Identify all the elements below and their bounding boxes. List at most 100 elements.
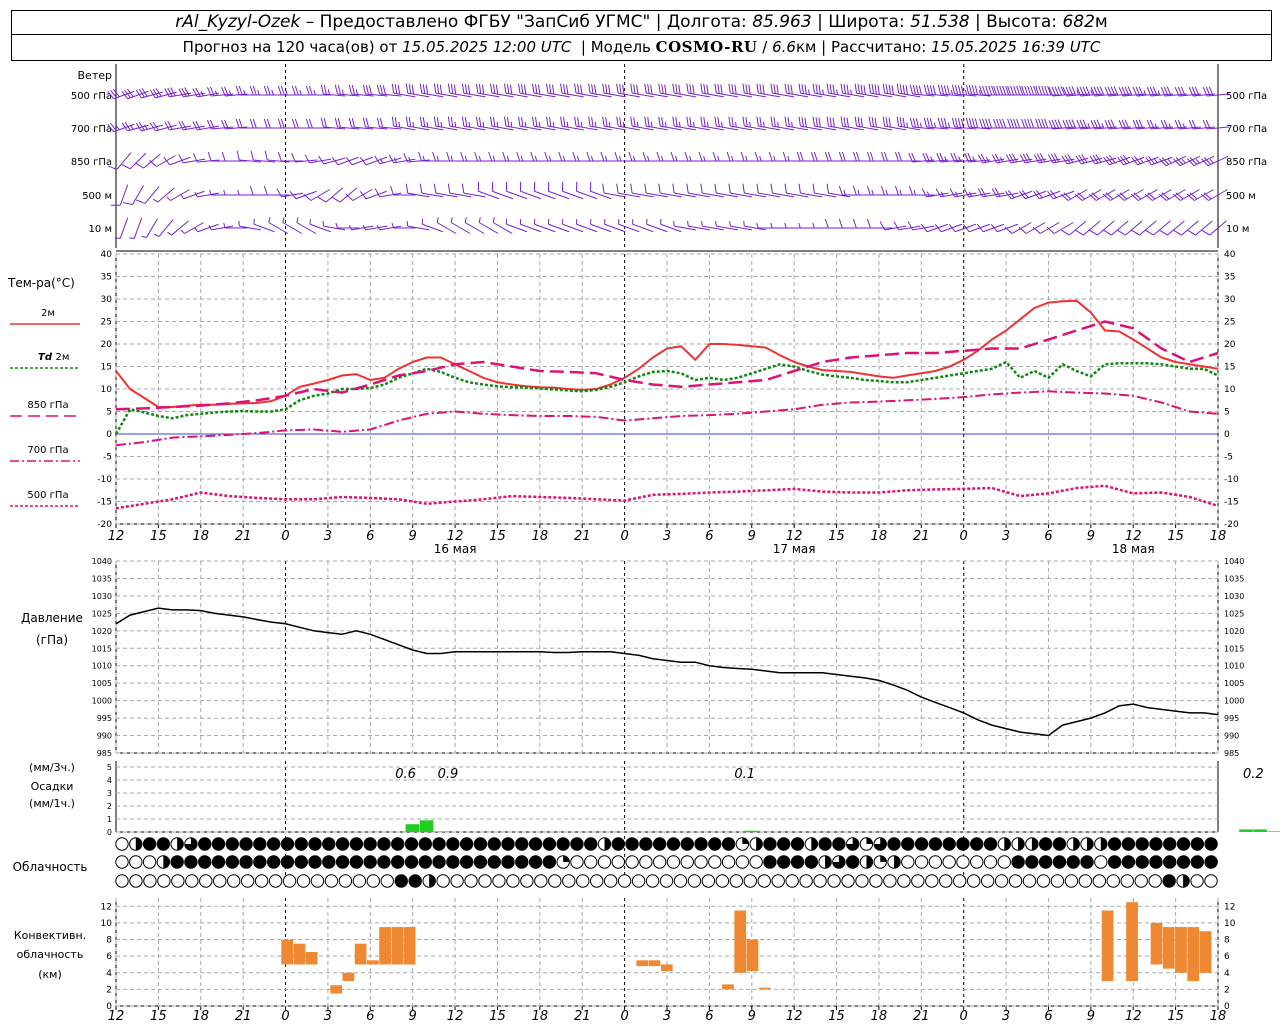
model-label: Модель (590, 38, 651, 56)
wind-barb-shaft (296, 222, 317, 234)
wind-barb-half (180, 229, 185, 234)
wind-barb-shaft (590, 223, 612, 233)
wind-level-label-right: 700 гПа (1226, 124, 1267, 135)
temp-legend-label: 700 гПа (27, 445, 68, 456)
wind-barb-shaft (828, 192, 851, 198)
wind-barb-feather (1068, 119, 1074, 129)
cloud-cover-circle (199, 874, 213, 888)
wind-barb-feather (1117, 229, 1126, 236)
wind-barb-feather (250, 150, 254, 161)
wind-barb (1201, 189, 1228, 201)
wind-barb (1074, 189, 1102, 201)
wind-barb-shaft (926, 159, 949, 163)
wind-barb-half (822, 89, 824, 95)
wind-barb (896, 83, 921, 98)
wind-barb-half (745, 155, 748, 162)
wind-barb-feather (530, 151, 535, 162)
conv-cloud-bar (1175, 927, 1187, 973)
wind-barb (277, 118, 304, 129)
wind-barb-feather (630, 116, 633, 127)
cloud-cover-fill (198, 837, 211, 851)
wind-barb-feather (1035, 189, 1043, 199)
cloud-cover-circle (115, 874, 129, 888)
wind-barb (616, 83, 640, 98)
wind-barb-feather (192, 88, 198, 98)
wind-barb-half (729, 220, 731, 227)
wind-barb-shaft (1194, 189, 1214, 201)
wind-barb-shaft (1208, 189, 1228, 201)
wind-barb (331, 156, 359, 166)
wind-barb-shaft (450, 222, 471, 234)
wind-barb (320, 117, 346, 130)
wind-barb-shaft (379, 93, 402, 97)
wind-barb (756, 183, 781, 198)
wind-barb-feather (1093, 86, 1099, 96)
wind-barb-feather (1107, 119, 1113, 129)
wind-barb (576, 181, 598, 200)
wind-barb-feather (787, 84, 790, 94)
wind-barb-feather (943, 118, 948, 128)
wind-barb (166, 189, 190, 201)
cloud-cover-circle (659, 874, 674, 888)
wind-barb (1033, 153, 1061, 164)
cloud-cover-fill (915, 837, 928, 851)
cloud-cover-circle (687, 874, 702, 888)
wind-barb-half (436, 217, 439, 223)
wind-barb-feather (770, 183, 773, 194)
wind-barb (518, 116, 542, 131)
wind-barb-feather (801, 84, 804, 94)
wind-barb-feather (1191, 119, 1197, 129)
wind-barb-feather (305, 118, 310, 129)
cloud-cover-circle (721, 855, 736, 869)
wind-barb-feather (843, 84, 846, 94)
wind-barb-shaft (1025, 222, 1046, 234)
pressure-ytick-right: 1015 (1224, 644, 1244, 653)
wind-barb-feather (460, 151, 465, 162)
wind-barb-half (496, 121, 499, 128)
wind-barb-feather (1110, 86, 1116, 96)
wind-barb (1187, 220, 1213, 236)
pressure-ytick-right: 1000 (1224, 697, 1244, 706)
wind-barb (345, 156, 373, 166)
wind-barb-shaft (449, 92, 472, 98)
wind-barb-shaft (926, 126, 949, 130)
model-res-unit: км (795, 38, 817, 56)
wind-barb-feather (170, 87, 176, 97)
wind-barb-feather (1054, 86, 1060, 96)
wind-barb-shaft (547, 125, 570, 131)
wind-barb-feather (348, 84, 352, 95)
wind-barb-half (299, 89, 302, 96)
hour-tick-label: 0 (620, 529, 628, 544)
wind-barb-shaft (744, 92, 767, 98)
wind-barb-shaft (478, 222, 499, 234)
wind-barb-feather (489, 116, 493, 127)
wind-barb-half (492, 155, 496, 162)
wind-barb (348, 84, 374, 97)
wind-barb-feather (826, 183, 829, 194)
wind-barb-feather (965, 84, 970, 95)
cloud-cover-circle (715, 874, 730, 888)
wind-barb (376, 84, 402, 97)
wind-barb-shaft (1164, 126, 1187, 130)
wind-barb-feather (907, 221, 914, 231)
wind-barb-feather (1044, 85, 1049, 96)
wind-barb-feather (277, 118, 282, 129)
wind-barb-shaft (547, 92, 570, 98)
wind-barb-half (376, 225, 381, 231)
pressure-ytick-right: 1005 (1224, 679, 1244, 688)
wind-barb (728, 83, 753, 98)
wind-level-label-right: 500 гПа (1226, 91, 1267, 102)
wind-barb-half (520, 155, 524, 162)
wind-barb-shaft (268, 222, 289, 234)
wind-barb-feather (1013, 118, 1018, 129)
wind-barb-shaft (534, 223, 556, 233)
wind-barb-shaft (996, 192, 1019, 198)
temp-850-line (115, 320, 1219, 411)
wind-barb-feather (1060, 229, 1070, 236)
wind-barb-feather (1099, 86, 1105, 96)
wind-barb-feather (799, 151, 804, 162)
wind-barb-feather (124, 121, 131, 131)
wind-barb-feather (506, 117, 510, 127)
wind-barb-feather (985, 85, 990, 96)
wind-barb-shaft (646, 192, 668, 198)
